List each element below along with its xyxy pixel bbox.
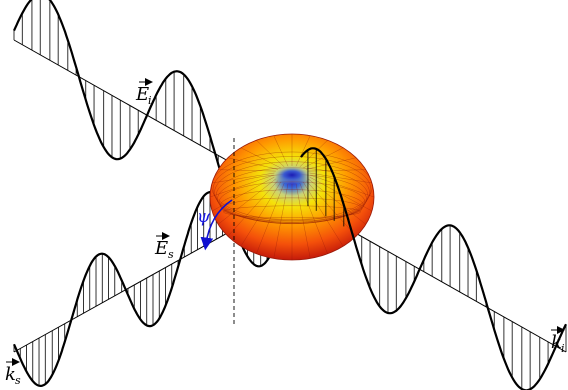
torus-meridian xyxy=(309,174,374,198)
torus-meridian xyxy=(305,180,357,237)
torus-meridian xyxy=(273,183,289,259)
torus-meridian xyxy=(240,147,281,169)
torus-meridian xyxy=(273,135,289,167)
k-scattered-symbol: k xyxy=(5,364,16,385)
torus-meridian xyxy=(256,140,285,168)
e-scattered-subscript: s xyxy=(168,248,174,261)
torus-meridian xyxy=(299,183,328,254)
torus-meridian xyxy=(227,180,279,237)
torus-meridian xyxy=(306,157,357,170)
angle-arc xyxy=(200,199,233,251)
torus-meridian xyxy=(309,172,372,184)
torus-meridian xyxy=(218,178,276,225)
incident-wave-curve-front xyxy=(300,147,567,390)
torus-meridian xyxy=(212,172,275,184)
torus-mesh xyxy=(210,134,374,260)
k-incident-label: k i xyxy=(551,326,565,355)
wave-front-layer xyxy=(300,147,567,390)
torus-meridian xyxy=(303,181,344,247)
angle-label: ψ xyxy=(197,207,211,227)
e-incident-label: E i xyxy=(135,78,153,107)
e-scattered-symbol: E xyxy=(154,238,168,259)
torus-meridian xyxy=(299,140,328,168)
k-incident-subscript: i xyxy=(561,342,565,355)
torus-meridian xyxy=(256,183,285,254)
k-scattered-label: k s xyxy=(5,358,21,387)
torus-meridian xyxy=(295,183,311,259)
e-scattered-label: E s xyxy=(154,232,174,261)
torus-hole xyxy=(274,166,310,184)
dipole-radiation-pattern xyxy=(209,133,375,261)
torus-meridian xyxy=(303,147,344,169)
e-incident-subscript: i xyxy=(148,94,152,107)
torus-meridian xyxy=(227,157,278,170)
torus-meridian xyxy=(210,174,275,198)
torus-meridian xyxy=(218,169,276,172)
scattered-wave-curve-back xyxy=(13,188,294,387)
torus-meridian xyxy=(240,181,281,247)
e-incident-symbol: E xyxy=(135,84,149,105)
torus-meridian xyxy=(295,135,311,167)
k-scattered-subscript: s xyxy=(15,374,21,387)
k-incident-symbol: k xyxy=(551,332,562,353)
torus-meridian xyxy=(308,178,366,225)
torus-meridian xyxy=(211,176,275,212)
torus-meridian xyxy=(308,169,366,172)
